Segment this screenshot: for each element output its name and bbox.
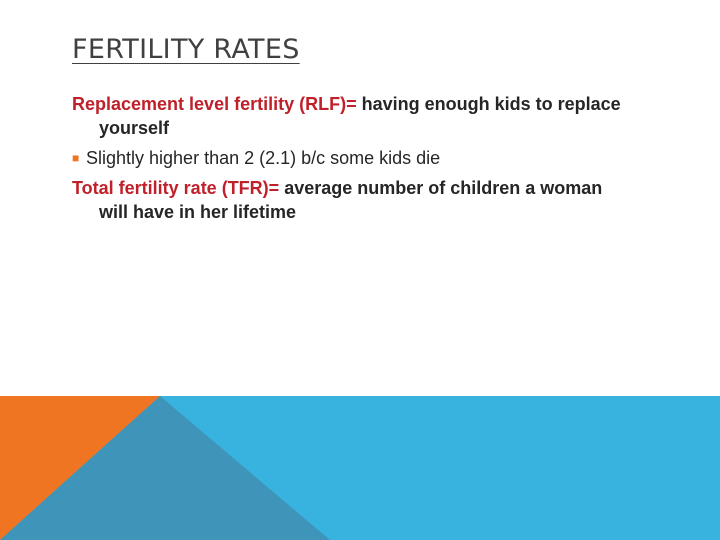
- definition-tfr: Total fertility rate (TFR)= average numb…: [72, 176, 632, 224]
- term-rlf: Replacement level fertility (RLF)=: [72, 94, 357, 114]
- definition-tfr-text: average number of children a woman will …: [99, 178, 603, 222]
- square-bullet-icon: ■: [72, 151, 80, 165]
- slide-body: Replacement level fertility (RLF)= havin…: [72, 92, 632, 230]
- slide-title: FERTILITY RATES: [72, 34, 300, 65]
- bullet-item: ■ Slightly higher than 2 (2.1) b/c some …: [72, 146, 632, 170]
- definition-rlf-text: having enough kids to replace yourself: [99, 94, 621, 138]
- decorative-footer-shapes: [0, 396, 720, 540]
- bullet-text: Slightly higher than 2 (2.1) b/c some ki…: [86, 148, 441, 168]
- footer-dark-blue-triangle: [0, 396, 330, 540]
- definition-rlf: Replacement level fertility (RLF)= havin…: [72, 92, 632, 140]
- term-tfr: Total fertility rate (TFR)=: [72, 178, 280, 198]
